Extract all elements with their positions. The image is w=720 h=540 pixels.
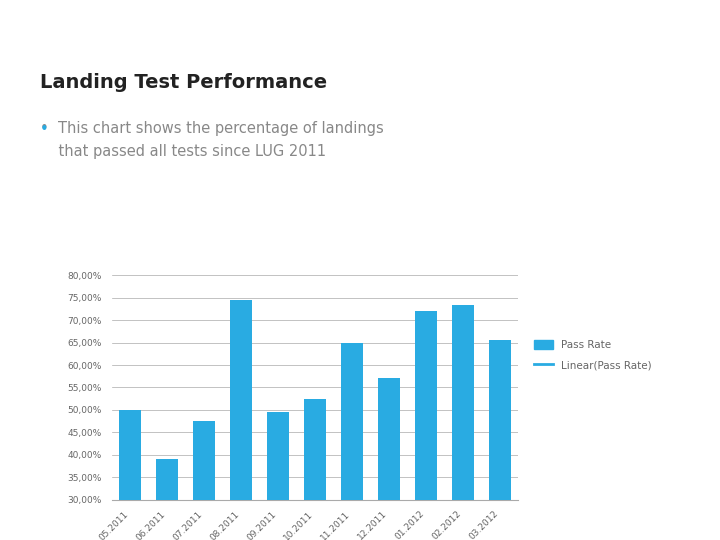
Bar (267, 412, 289, 540)
Bar (341, 342, 363, 540)
Bar (489, 340, 511, 540)
Text: 9: 9 (11, 522, 19, 532)
Bar (230, 300, 252, 540)
Bar (378, 377, 400, 540)
Bar (452, 306, 474, 540)
Text: © 2012  Whamcloud, Inc.: © 2012 Whamcloud, Inc. (576, 522, 709, 532)
Text: Landing Test Performance: Landing Test Performance (40, 73, 327, 92)
Text: •: • (40, 122, 48, 137)
Bar (193, 421, 215, 540)
Bar (119, 410, 141, 540)
Bar (156, 459, 178, 540)
Legend: Pass Rate, Linear(Pass Rate): Pass Rate, Linear(Pass Rate) (534, 340, 652, 370)
Text: •  This chart shows the percentage of landings
    that passed all tests since L: • This chart shows the percentage of lan… (40, 122, 383, 159)
Bar (304, 399, 326, 540)
Bar (415, 311, 437, 540)
